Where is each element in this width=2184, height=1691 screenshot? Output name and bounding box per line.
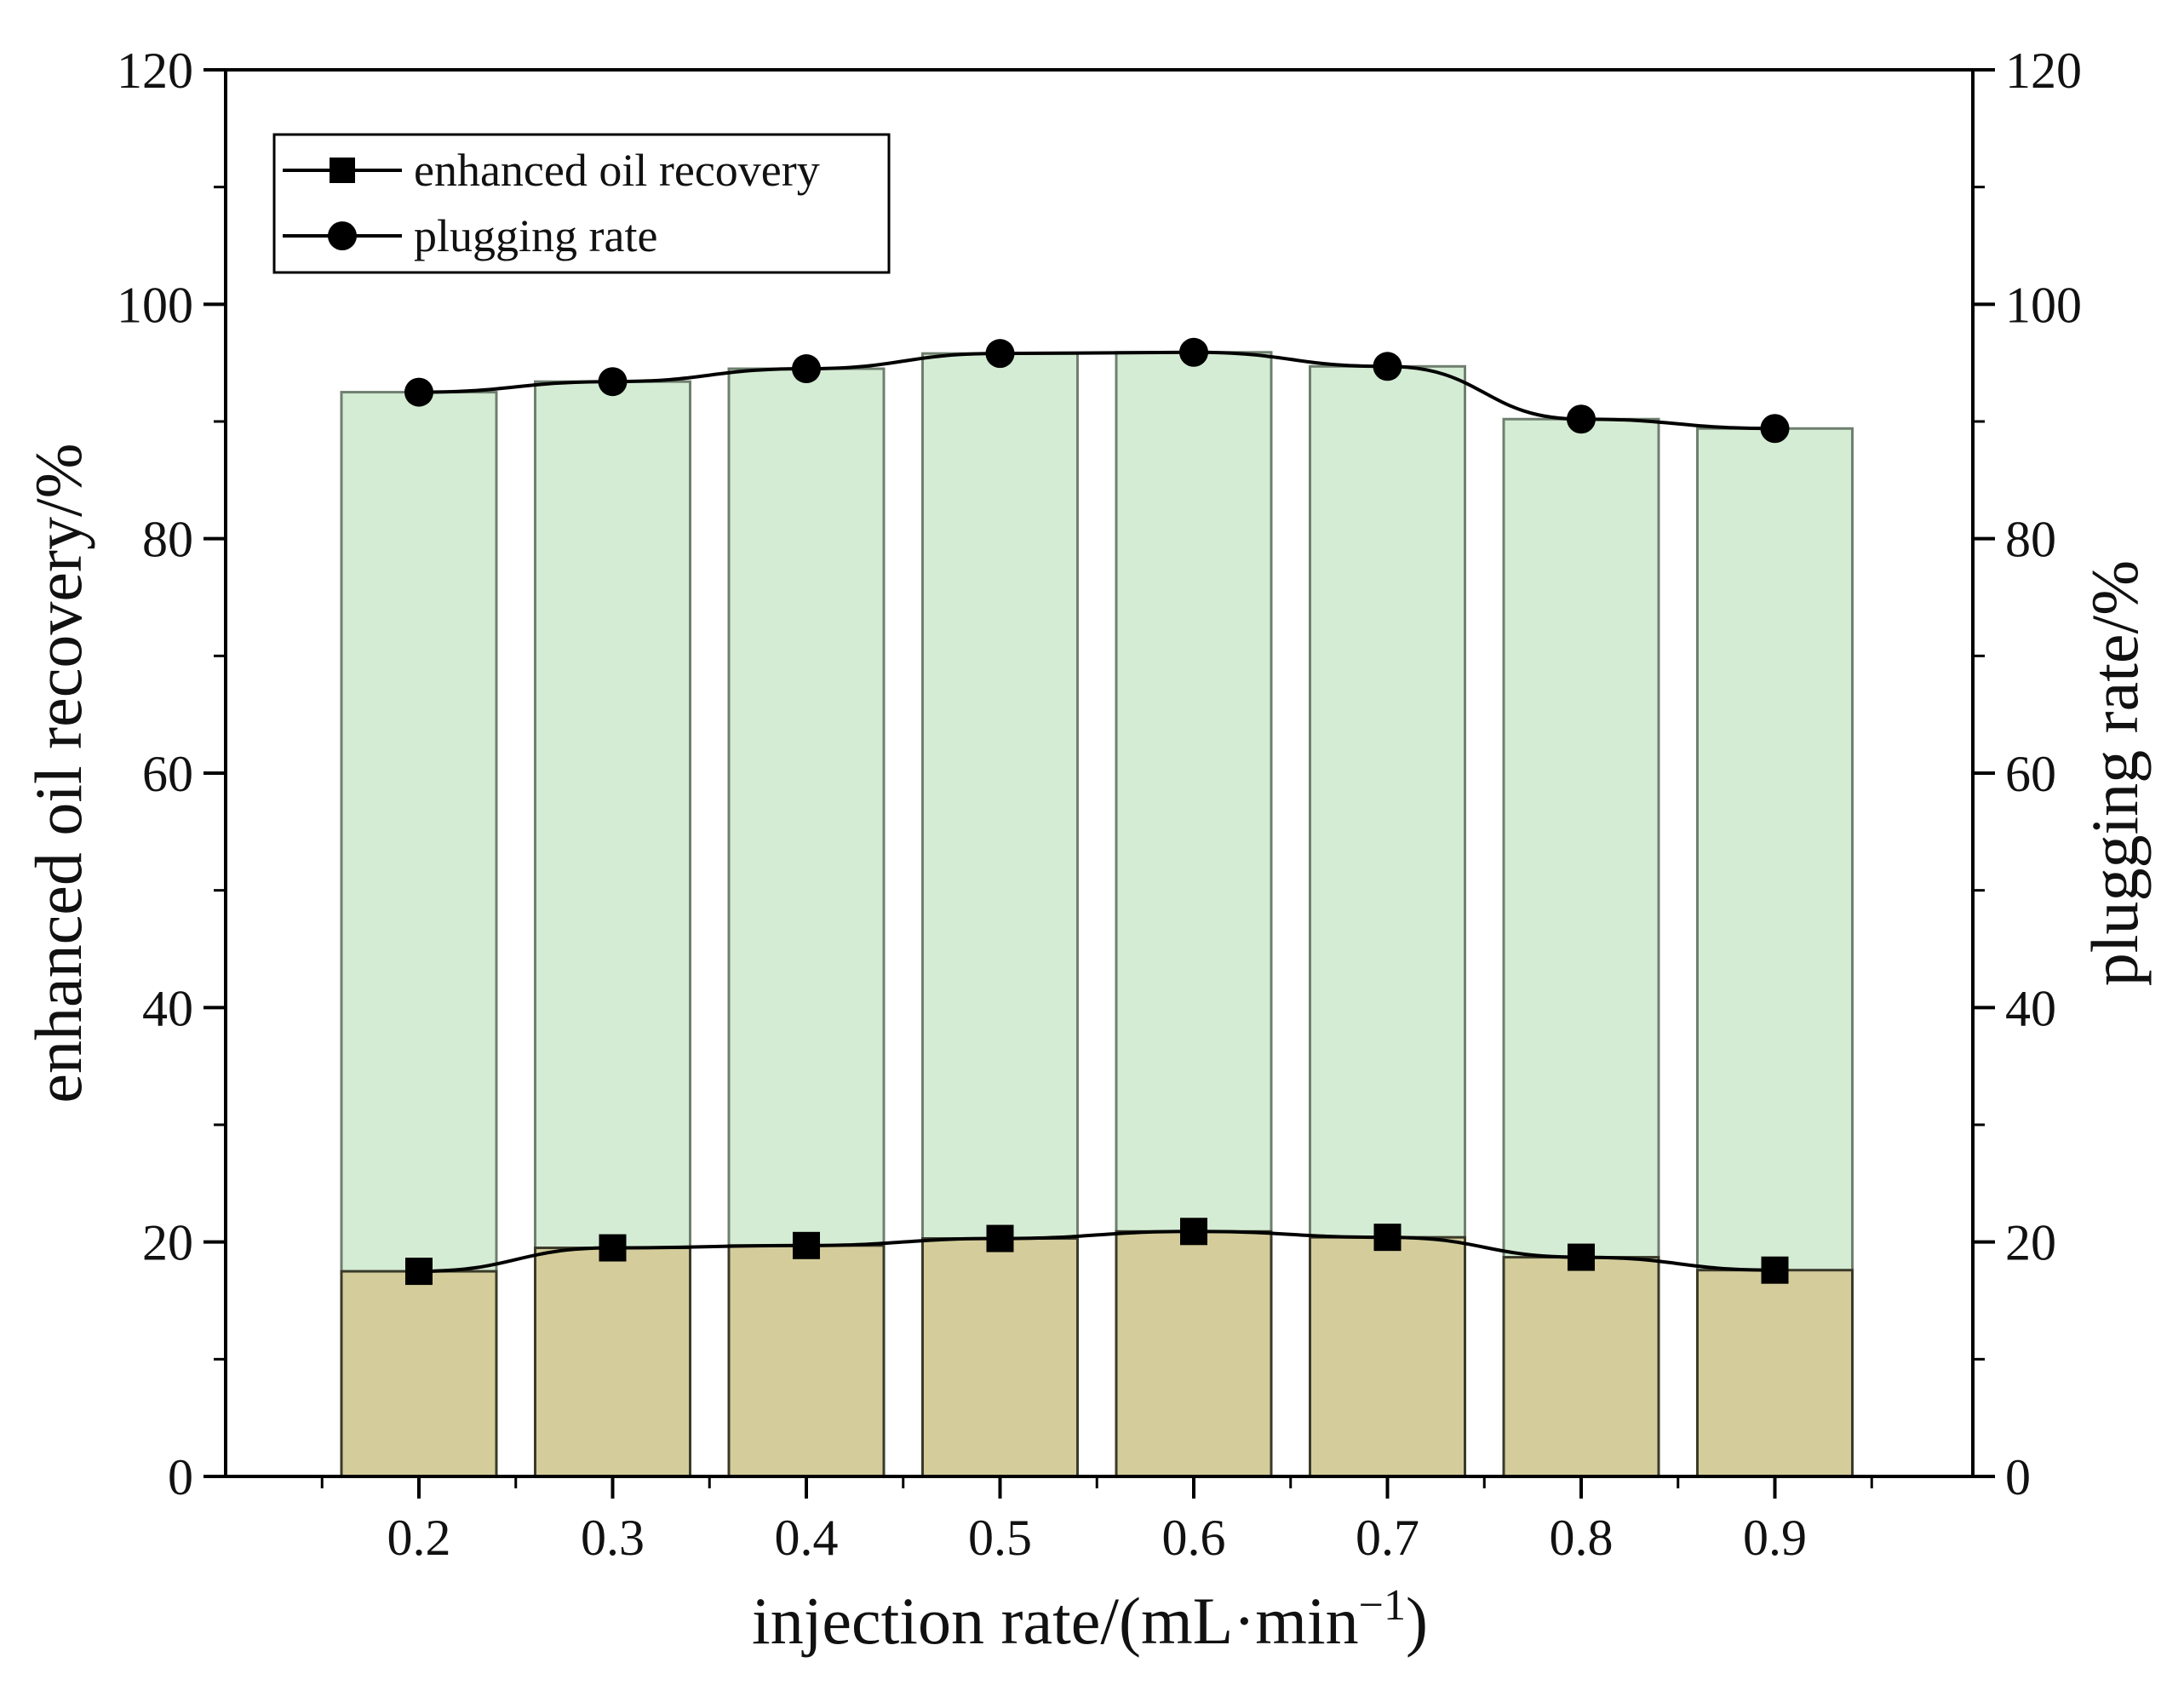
line-layer [404,337,1790,1286]
y-tick-label-right: 80 [2005,512,2056,568]
bar-enhanced-oil-recovery [1309,1235,1466,1478]
point-enhanced-oil-recovery [1373,1224,1402,1252]
point-enhanced-oil-recovery [599,1234,627,1262]
x-tick-label: 0.7 [1356,1510,1419,1566]
y-tick-label-right: 0 [2005,1449,2031,1505]
y-tick-label-left: 120 [117,43,193,99]
point-plugging-rate [1567,404,1596,434]
point-enhanced-oil-recovery [1180,1218,1207,1246]
point-plugging-rate [598,367,628,397]
bar-enhanced-oil-recovery [921,1237,1079,1478]
bar-enhanced-oil-recovery [1696,1269,1854,1478]
point-plugging-rate [985,339,1015,369]
y-tick-label-left: 0 [168,1449,193,1505]
y-tick-label-left: 60 [142,746,193,802]
bar-enhanced-oil-recovery [727,1244,886,1478]
bar-layer [340,351,1854,1478]
x-tick-label: 0.6 [1162,1510,1226,1566]
point-enhanced-oil-recovery [1761,1256,1789,1284]
y-tick-label-right: 60 [2005,746,2056,802]
x-tick-label: 0.8 [1550,1510,1614,1566]
y-tick-label-left: 40 [142,980,193,1036]
line-plugging-rate [418,350,1775,431]
y-tick-label-left: 20 [142,1215,193,1271]
legend: enhanced oil recovery plugging rate [272,133,891,274]
point-plugging-rate [404,377,433,407]
x-tick-label: 0.2 [387,1510,451,1566]
legend-marker-circle [328,221,357,250]
x-axis-title-superscript: −1 [1359,1581,1406,1630]
bar-enhanced-oil-recovery [1115,1230,1273,1478]
x-tick-label: 0.9 [1743,1510,1807,1566]
point-plugging-rate [1760,414,1790,444]
legend-label-recovery: enhanced oil recovery [414,145,820,196]
x-tick-label: 0.5 [968,1510,1032,1566]
y-axis-title-right: plugging rate/% [2078,560,2152,986]
y-tick-label-right: 120 [2005,43,2082,99]
x-axis-title-main: injection rate/(mL·min [752,1584,1359,1658]
tick-layer: 0 0 20 20 40 40 60 60 80 80 100 100 120 120 0.2 0.3 0.4 0… [117,43,2082,1566]
point-enhanced-oil-recovery [793,1231,820,1259]
y-tick-label-left: 100 [117,277,193,333]
y-tick-label-right: 20 [2005,1215,2056,1271]
point-enhanced-oil-recovery [986,1224,1014,1252]
bar-enhanced-oil-recovery [340,1270,498,1478]
point-enhanced-oil-recovery [1568,1243,1595,1271]
y-tick-label-right: 40 [2005,980,2056,1036]
y-tick-label-right: 100 [2005,277,2082,333]
legend-box [272,133,891,274]
x-axis-title-suffix: ) [1406,1584,1428,1658]
point-plugging-rate [1373,352,1402,381]
y-tick-label-left: 80 [142,512,193,568]
bar-enhanced-oil-recovery [534,1247,691,1478]
point-plugging-rate [1179,337,1208,367]
y-axis-title-left: enhanced oil recovery/% [21,443,95,1103]
point-enhanced-oil-recovery [405,1258,433,1286]
bar-enhanced-oil-recovery [1502,1256,1660,1478]
line-enhanced-oil-recovery [418,1230,1775,1274]
legend-label-plugging: plugging rate [414,210,657,261]
x-axis-title: injection rate/(mL·min−1) [752,1581,1428,1658]
legend-marker-square [330,158,355,183]
x-tick-label: 0.3 [581,1510,645,1566]
point-plugging-rate [792,354,821,384]
x-tick-label: 0.4 [775,1510,839,1566]
